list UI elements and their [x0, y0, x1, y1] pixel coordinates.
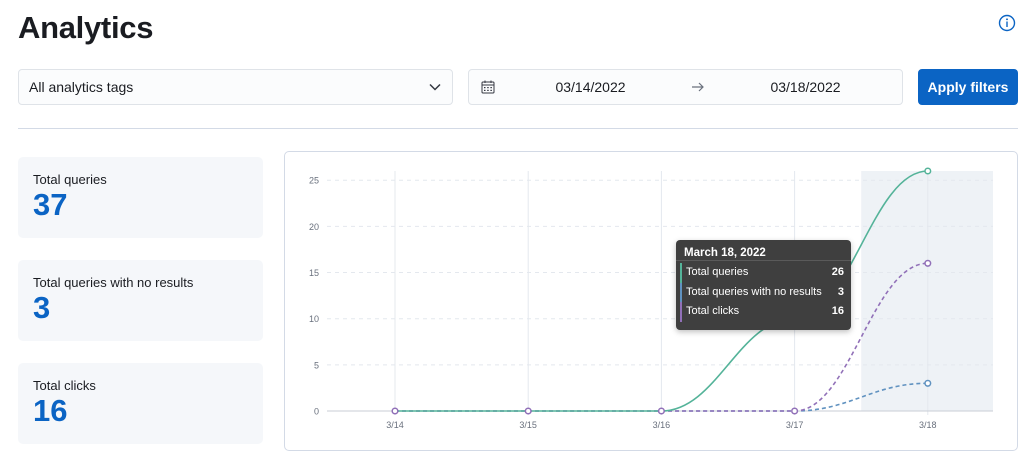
analytics-tags-select[interactable]: All analytics tags: [18, 69, 453, 105]
stat-value: 37: [33, 187, 68, 222]
series-swatch: [680, 282, 682, 302]
calendar-icon[interactable]: [481, 80, 495, 94]
y-tick-label: 15: [309, 268, 319, 278]
series-swatch: [680, 263, 682, 283]
data-point: [657, 407, 665, 415]
x-tick-label: 3/15: [519, 420, 537, 430]
data-point: [391, 407, 399, 415]
tooltip-series-name: Total queries with no results: [686, 285, 822, 298]
chart-tooltip: March 18, 2022 Total queries 26 Total qu…: [676, 240, 851, 330]
data-point: [924, 167, 932, 175]
date-range-picker: 03/14/2022 03/18/2022: [468, 69, 903, 105]
tooltip-series-name: Total queries: [686, 266, 749, 278]
stat-value: 3: [33, 290, 51, 325]
data-point: [924, 379, 932, 387]
data-point: [791, 407, 799, 415]
chevron-down-icon: [429, 83, 441, 91]
data-point: [524, 407, 532, 415]
y-tick-label: 10: [309, 314, 319, 324]
x-tick-label: 3/14: [386, 420, 404, 430]
y-tick-label: 5: [314, 360, 319, 370]
tooltip-row: Total queries with no results 3: [676, 282, 851, 302]
stat-card-no-results: Total queries with no results 3: [18, 260, 263, 341]
line-chart: 0 5 10 15 20 25 3/14 3/15 3/16 3/17 3/18: [309, 167, 993, 430]
tooltip-series-name: Total clicks: [686, 305, 740, 317]
data-point: [924, 259, 932, 267]
tooltip-row: Total clicks 16: [676, 302, 851, 322]
tooltip-series-value: 3: [837, 285, 844, 298]
series-swatch: [680, 302, 682, 322]
divider: [18, 128, 1018, 129]
stat-card-total-clicks: Total clicks 16: [18, 363, 263, 444]
chart-panel: 0 5 10 15 20 25 3/14 3/15 3/16 3/17 3/18: [284, 151, 1018, 451]
tooltip-series-value: 16: [831, 305, 844, 317]
y-tick-label: 0: [314, 407, 319, 417]
page-title: Analytics: [18, 10, 154, 45]
analytics-tags-label: All analytics tags: [29, 79, 134, 95]
x-tick-label: 3/18: [919, 420, 937, 430]
y-tick-label: 20: [309, 222, 319, 232]
arrow-right-icon: [692, 82, 704, 92]
tooltip-title: March 18, 2022: [676, 240, 851, 261]
highlight-band: [861, 171, 993, 411]
info-icon[interactable]: [998, 14, 1016, 32]
stat-value: 16: [33, 393, 68, 428]
apply-filters-button[interactable]: Apply filters: [918, 69, 1018, 105]
stat-label: Total queries with no results: [33, 275, 194, 290]
x-tick-label: 3/17: [786, 420, 804, 430]
stat-label: Total queries: [33, 172, 107, 187]
stat-label: Total clicks: [33, 378, 96, 393]
tooltip-series-value: 26: [831, 266, 844, 278]
y-tick-label: 25: [309, 176, 319, 186]
tooltip-row: Total queries 26: [676, 263, 851, 283]
stat-card-total-queries: Total queries 37: [18, 157, 263, 238]
x-tick-label: 3/16: [653, 420, 671, 430]
end-date-input[interactable]: 03/18/2022: [770, 79, 841, 95]
start-date-input[interactable]: 03/14/2022: [555, 79, 626, 95]
series-line-total-queries: [395, 170, 928, 412]
